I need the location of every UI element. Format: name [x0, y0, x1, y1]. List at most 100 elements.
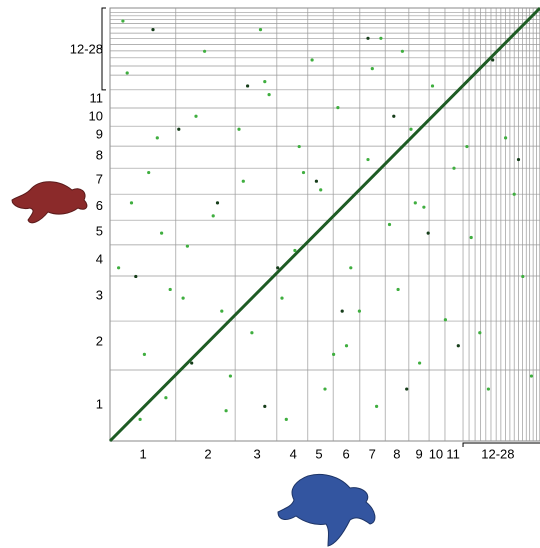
y-tick-label: 1 — [96, 396, 103, 411]
dot — [311, 58, 314, 61]
dot — [182, 297, 185, 300]
x-tick-label: 11 — [446, 446, 460, 461]
dot — [521, 275, 524, 278]
dot — [319, 188, 322, 191]
dot — [375, 405, 378, 408]
x-tick-label: 6 — [342, 446, 349, 461]
dot — [220, 310, 223, 313]
x-tick-label: 1 — [139, 446, 146, 461]
dot — [530, 374, 533, 377]
dot — [190, 361, 193, 364]
red-turtle-icon — [12, 182, 87, 223]
dot — [280, 297, 283, 300]
y-tick-label: 8 — [96, 148, 103, 163]
dot — [371, 67, 374, 70]
dot — [358, 310, 361, 313]
x-tick-label: 8 — [393, 446, 400, 461]
dot — [379, 37, 382, 40]
dot — [298, 145, 301, 148]
dot — [263, 405, 266, 408]
dot — [194, 115, 197, 118]
x-tick-label: 9 — [416, 446, 423, 461]
dot — [237, 128, 240, 131]
dot — [164, 396, 167, 399]
x-tick-label: 5 — [315, 446, 322, 461]
x-tick-label: 12-28 — [481, 446, 514, 461]
dot — [478, 331, 481, 334]
dot — [212, 214, 215, 217]
y-tick-label: 6 — [96, 198, 103, 213]
dot — [268, 93, 271, 96]
dot — [169, 288, 172, 291]
dot — [513, 193, 516, 196]
dot — [315, 180, 318, 183]
x-tick-label: 7 — [369, 446, 376, 461]
x-tick-label: 2 — [204, 446, 211, 461]
dot — [293, 249, 296, 252]
dot — [444, 318, 447, 321]
dot — [225, 409, 228, 412]
dot — [186, 245, 189, 248]
dot — [457, 344, 460, 347]
dot — [366, 37, 369, 40]
dot — [349, 266, 352, 269]
y-tick-label: 5 — [96, 223, 103, 238]
dot — [336, 106, 339, 109]
dot — [414, 201, 417, 204]
y-tick-label: 12-28 — [70, 41, 103, 56]
dot — [401, 50, 404, 53]
dot — [392, 115, 395, 118]
y-tick-label: 7 — [96, 171, 103, 186]
dot — [397, 288, 400, 291]
diagonal-line — [110, 8, 540, 441]
dot — [203, 50, 206, 53]
dot — [246, 84, 249, 87]
dot — [341, 310, 344, 313]
dot — [323, 387, 326, 390]
dot — [229, 374, 232, 377]
dot — [143, 353, 146, 356]
y-tick-label: 11 — [90, 90, 104, 105]
dot — [405, 387, 408, 390]
dot — [409, 128, 412, 131]
x-tick-label: 10 — [429, 446, 443, 461]
dot — [121, 19, 124, 22]
y-tick-label: 10 — [89, 109, 103, 124]
y-tick-label: 3 — [96, 287, 103, 302]
dot — [134, 275, 137, 278]
dot — [276, 266, 279, 269]
dot — [263, 80, 266, 83]
chart: 123456789101112-28123456789101112-28 — [0, 0, 540, 548]
dot — [418, 361, 421, 364]
dot — [422, 206, 425, 209]
blue-turtle-icon — [278, 474, 375, 546]
dot — [151, 28, 154, 31]
dot — [491, 58, 494, 61]
dot — [388, 223, 391, 226]
dot — [504, 136, 507, 139]
dot — [465, 145, 468, 148]
dot — [147, 171, 150, 174]
dot — [427, 232, 430, 235]
dot — [487, 387, 490, 390]
dot — [345, 344, 348, 347]
dot — [160, 232, 163, 235]
dot — [470, 236, 473, 239]
dot — [117, 266, 120, 269]
dot — [177, 128, 180, 131]
dot — [156, 136, 159, 139]
dot — [285, 418, 288, 421]
dot — [126, 71, 129, 74]
y-tick-label: 9 — [96, 126, 103, 141]
dot — [216, 201, 219, 204]
dot — [452, 167, 455, 170]
dot — [517, 158, 520, 161]
dot — [242, 180, 245, 183]
dot — [259, 28, 262, 31]
dot — [139, 418, 142, 421]
dot — [130, 201, 133, 204]
dot — [431, 84, 434, 87]
y-tick-label: 4 — [96, 251, 103, 266]
dot — [302, 171, 305, 174]
dot — [332, 353, 335, 356]
